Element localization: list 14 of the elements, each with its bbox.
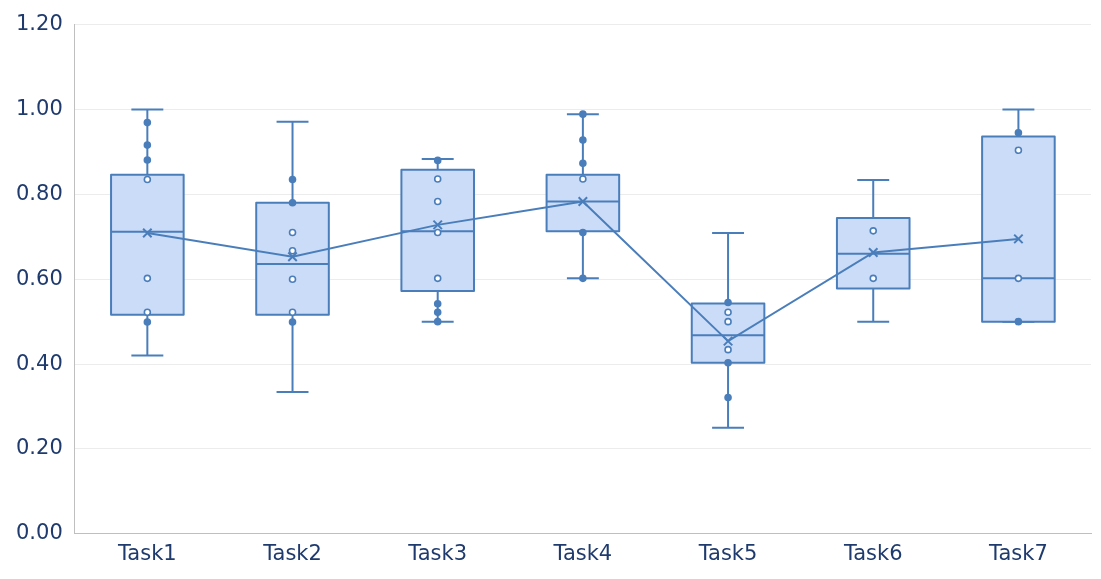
y-tick-label: 0.60 xyxy=(15,265,63,290)
y-tick-label: 0.40 xyxy=(15,350,63,375)
x-tick-label: Task6 xyxy=(842,540,903,565)
y-tick-label: 1.00 xyxy=(15,95,63,120)
y-tick-label: 0.80 xyxy=(15,180,63,205)
x-tick-label: Task3 xyxy=(407,540,468,565)
y-tick-label: 0.00 xyxy=(15,520,63,545)
x-tick-label: Task4 xyxy=(552,540,613,565)
y-tick-label: 1.20 xyxy=(15,11,63,36)
y-tick-label: 0.20 xyxy=(15,435,63,460)
x-tick-label: Task2 xyxy=(262,540,322,565)
x-tick-label: Task1 xyxy=(117,540,177,565)
x-tick-label: Task7 xyxy=(988,540,1048,565)
x-tick-label: Task5 xyxy=(697,540,758,565)
